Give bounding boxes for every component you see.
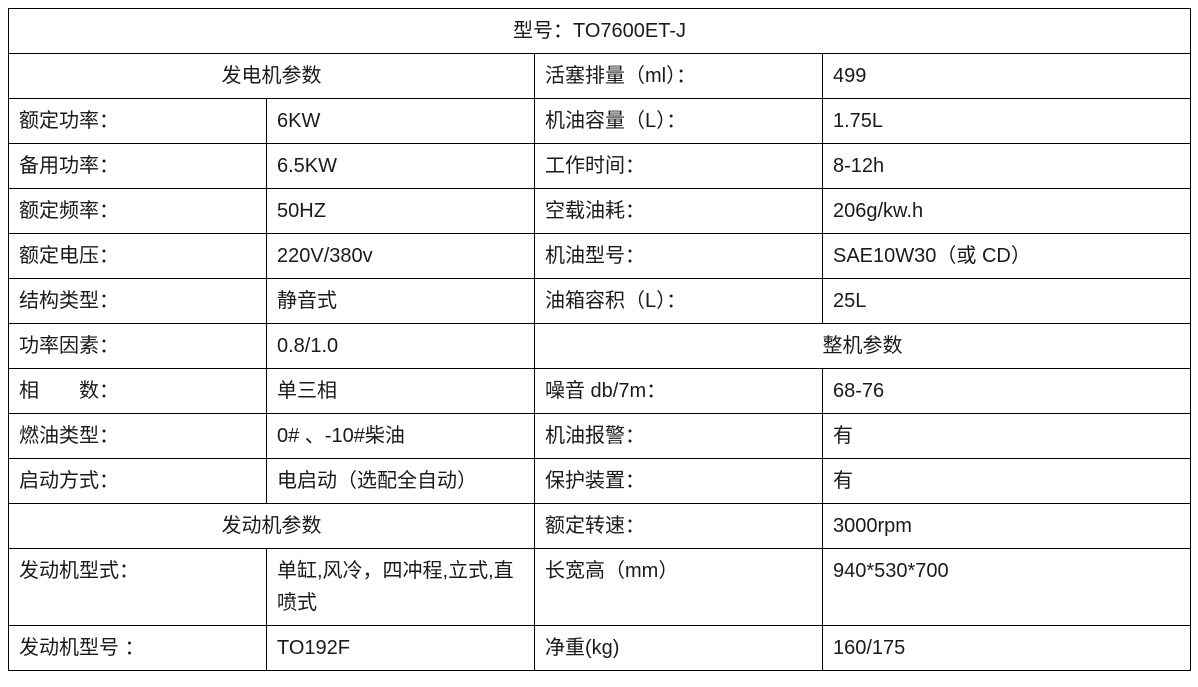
cell-value: SAE10W30（或 CD） <box>823 234 1191 279</box>
cell-label: 额定电压： <box>9 234 267 279</box>
title-value: TO7600ET-J <box>573 20 686 42</box>
cell-value: 0.8/1.0 <box>267 324 535 369</box>
cell-label: 活塞排量（ml）： <box>535 54 823 99</box>
cell-value: 68-76 <box>823 369 1191 414</box>
cell-label: 机油容量（L）： <box>535 99 823 144</box>
machine-header: 整机参数 <box>535 324 1191 369</box>
cell-value: 单缸,风冷，四冲程,立式,直喷式 <box>267 549 535 626</box>
cell-value: 电启动（选配全自动） <box>267 459 535 504</box>
cell-value: 25L <box>823 279 1191 324</box>
cell-label: 备用功率： <box>9 144 267 189</box>
cell-label: 启动方式： <box>9 459 267 504</box>
cell-label: 发动机型式： <box>9 549 267 626</box>
cell-value: 单三相 <box>267 369 535 414</box>
cell-value: 0# 、-10#柴油 <box>267 414 535 459</box>
spec-table: 型号：TO7600ET-J 发电机参数 活塞排量（ml）： 499 额定功率： … <box>8 8 1191 671</box>
cell-label: 额定转速： <box>535 504 823 549</box>
table-row: 发动机参数 额定转速： 3000rpm <box>9 504 1191 549</box>
table-row: 备用功率： 6.5KW 工作时间： 8-12h <box>9 144 1191 189</box>
title-label: 型号： <box>513 20 573 42</box>
generator-header: 发电机参数 <box>9 54 535 99</box>
cell-label: 燃油类型： <box>9 414 267 459</box>
cell-value: 220V/380v <box>267 234 535 279</box>
table-row: 燃油类型： 0# 、-10#柴油 机油报警： 有 <box>9 414 1191 459</box>
cell-value: 6.5KW <box>267 144 535 189</box>
engine-header: 发动机参数 <box>9 504 535 549</box>
title-cell: 型号：TO7600ET-J <box>9 9 1191 54</box>
cell-value: 940*530*700 <box>823 549 1191 626</box>
cell-value: 1.75L <box>823 99 1191 144</box>
cell-label: 发动机型号 ： <box>9 626 267 671</box>
table-row: 结构类型： 静音式 油箱容积（L）： 25L <box>9 279 1191 324</box>
table-row: 发电机参数 活塞排量（ml）： 499 <box>9 54 1191 99</box>
cell-value: 3000rpm <box>823 504 1191 549</box>
cell-value: 6KW <box>267 99 535 144</box>
cell-value: 160/175 <box>823 626 1191 671</box>
cell-label: 额定频率： <box>9 189 267 234</box>
cell-value: 有 <box>823 459 1191 504</box>
cell-label: 额定功率： <box>9 99 267 144</box>
table-row: 功率因素： 0.8/1.0 整机参数 <box>9 324 1191 369</box>
cell-value: 8-12h <box>823 144 1191 189</box>
cell-value: 有 <box>823 414 1191 459</box>
title-row: 型号：TO7600ET-J <box>9 9 1191 54</box>
cell-label: 机油报警： <box>535 414 823 459</box>
table-row: 额定频率： 50HZ 空载油耗： 206g/kw.h <box>9 189 1191 234</box>
cell-value: 206g/kw.h <box>823 189 1191 234</box>
table-row: 发动机型式： 单缸,风冷，四冲程,立式,直喷式 长宽高（mm） 940*530*… <box>9 549 1191 626</box>
cell-label: 相 数： <box>9 369 267 414</box>
cell-label: 功率因素： <box>9 324 267 369</box>
cell-value: TO192F <box>267 626 535 671</box>
cell-label: 结构类型： <box>9 279 267 324</box>
table-row: 启动方式： 电启动（选配全自动） 保护装置： 有 <box>9 459 1191 504</box>
cell-label: 长宽高（mm） <box>535 549 823 626</box>
cell-label: 油箱容积（L）： <box>535 279 823 324</box>
cell-label: 净重(kg) <box>535 626 823 671</box>
cell-value: 50HZ <box>267 189 535 234</box>
cell-label: 空载油耗： <box>535 189 823 234</box>
table-row: 额定功率： 6KW 机油容量（L）： 1.75L <box>9 99 1191 144</box>
cell-label: 工作时间： <box>535 144 823 189</box>
table-row: 发动机型号 ： TO192F 净重(kg) 160/175 <box>9 626 1191 671</box>
cell-label: 保护装置： <box>535 459 823 504</box>
cell-label: 噪音 db/7m： <box>535 369 823 414</box>
cell-value: 静音式 <box>267 279 535 324</box>
table-row: 相 数： 单三相 噪音 db/7m： 68-76 <box>9 369 1191 414</box>
table-row: 额定电压： 220V/380v 机油型号： SAE10W30（或 CD） <box>9 234 1191 279</box>
cell-label: 机油型号： <box>535 234 823 279</box>
cell-value: 499 <box>823 54 1191 99</box>
